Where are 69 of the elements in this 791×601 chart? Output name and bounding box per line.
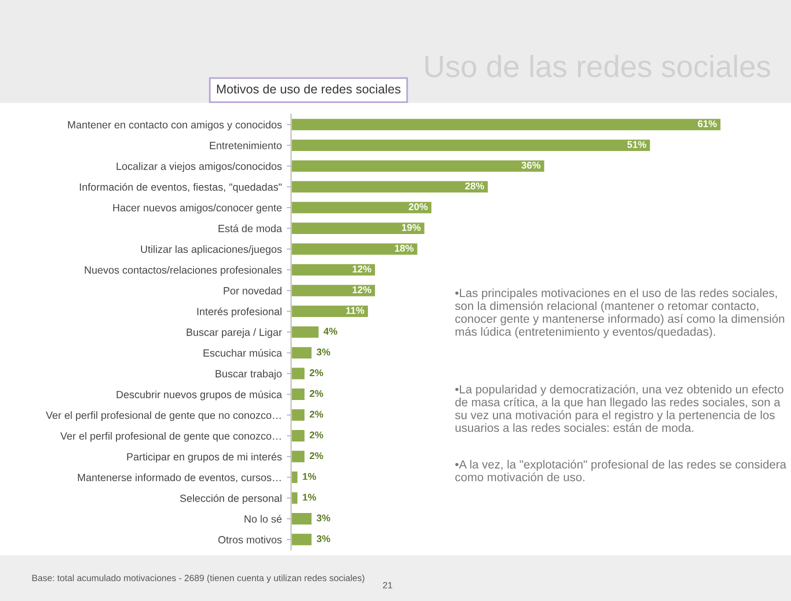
- y-tick-label: Escuchar música: [204, 348, 282, 357]
- bar: [291, 304, 370, 318]
- chart-subtitle: Motivos de uso de redes sociales: [217, 84, 400, 94]
- annotation: •La popularidad y democratización, una vez obtenido un efecto de masa crítica, a la que han llegado las redes sociales, son a su vez una motivación para el registro y la pertenencia de los usuarios a las redes sociales: están de moda.: [455, 384, 784, 432]
- data-label: 2%: [310, 369, 324, 376]
- bar: [291, 490, 299, 506]
- bar: [291, 346, 313, 360]
- bar: [291, 408, 306, 422]
- bar: [291, 512, 313, 526]
- y-tick-label: Hacer nuevos amigos/conocer gente: [113, 204, 282, 214]
- data-label: 4%: [324, 328, 338, 335]
- bar: [291, 283, 376, 298]
- text: 21: [383, 582, 392, 588]
- text: Base: total acumulado motivaciones - 2689 (tienen cuenta y utilizan redes sociales): [32, 574, 364, 583]
- y-tick-label: Buscar pareja / Ligar: [186, 328, 282, 338]
- annotation: •A la vez, la "explotación" profesional de las redes se considera como motivación de uso.: [455, 460, 786, 482]
- y-tick-label: No lo sé: [244, 514, 282, 523]
- y-tick-label: Está de moda: [218, 224, 282, 232]
- data-label: 2%: [310, 432, 324, 438]
- bar: [291, 158, 546, 174]
- y-tick-label: Buscar trabajo: [216, 370, 282, 380]
- y-tick-label: Ver el perfil profesional de gente que conozco…: [60, 432, 281, 442]
- bar: [291, 138, 652, 152]
- data-label: 19%: [402, 224, 421, 231]
- bar: [291, 449, 306, 464]
- data-label: 12%: [352, 266, 372, 272]
- y-tick-label: Otros motivos: [218, 536, 282, 544]
- y-tick-label: Información de eventos, fiestas, "quedadas": [80, 182, 282, 193]
- bar: [291, 180, 490, 194]
- y-tick-label: Nuevos contactos/relaciones profesionales: [84, 266, 282, 276]
- y-tick-label: Descubrir nuevos grupos de música: [116, 390, 282, 400]
- data-label: 2%: [310, 390, 324, 397]
- bar: [291, 324, 320, 340]
- bar: [291, 200, 433, 215]
- y-tick-label: Localizar a viejos amigos/conocidos: [116, 162, 282, 172]
- data-label: 2%: [310, 410, 324, 418]
- bar: [291, 532, 313, 547]
- annotation: •Las principales motivaciones en el uso de las redes sociales, son la dimensión relacional (mantener o retomar contacto, conocer gente y mantenerse informado) así como la dimensión más lúdica (entretenimiento y eventos/quedadas).: [455, 288, 784, 338]
- bar: [291, 470, 299, 484]
- y-tick-label: Participar en grupos de mi interés: [127, 452, 282, 463]
- y-tick-label: Mantener en contacto con amigos y conocidos: [68, 120, 282, 130]
- data-label: 3%: [316, 348, 330, 356]
- data-label: 61%: [698, 120, 717, 128]
- data-label: 18%: [394, 244, 414, 252]
- bar: [291, 117, 722, 132]
- data-label: 1%: [302, 494, 316, 501]
- bar: [291, 221, 426, 236]
- data-label: 2%: [310, 452, 324, 460]
- data-label: 51%: [627, 141, 646, 148]
- bar: [291, 242, 419, 256]
- data-label: 20%: [408, 203, 428, 210]
- data-label: 3%: [316, 535, 330, 542]
- data-label: 28%: [465, 182, 484, 190]
- y-tick-label: Ver el perfil profesional de gente que no conozco…: [46, 411, 281, 421]
- bar: [291, 387, 306, 402]
- y-tick-label: Entretenimiento: [210, 142, 282, 150]
- data-label: 12%: [352, 286, 372, 294]
- bar: [291, 366, 306, 381]
- y-tick-label: Utilizar las aplicaciones/juegos: [141, 245, 282, 255]
- y-tick-label: Por novedad: [224, 286, 282, 294]
- bar: [291, 428, 306, 443]
- y-tick-label: Selección de personal: [180, 494, 282, 504]
- bar: [291, 262, 376, 277]
- data-label: 11%: [346, 307, 364, 314]
- y-tick-label: Mantenerse informado de eventos, cursos…: [78, 474, 281, 482]
- data-label: 1%: [302, 473, 316, 480]
- data-label: 36%: [521, 162, 540, 169]
- y-tick-label: Interés profesional: [197, 307, 282, 318]
- data-label: 3%: [316, 514, 330, 522]
